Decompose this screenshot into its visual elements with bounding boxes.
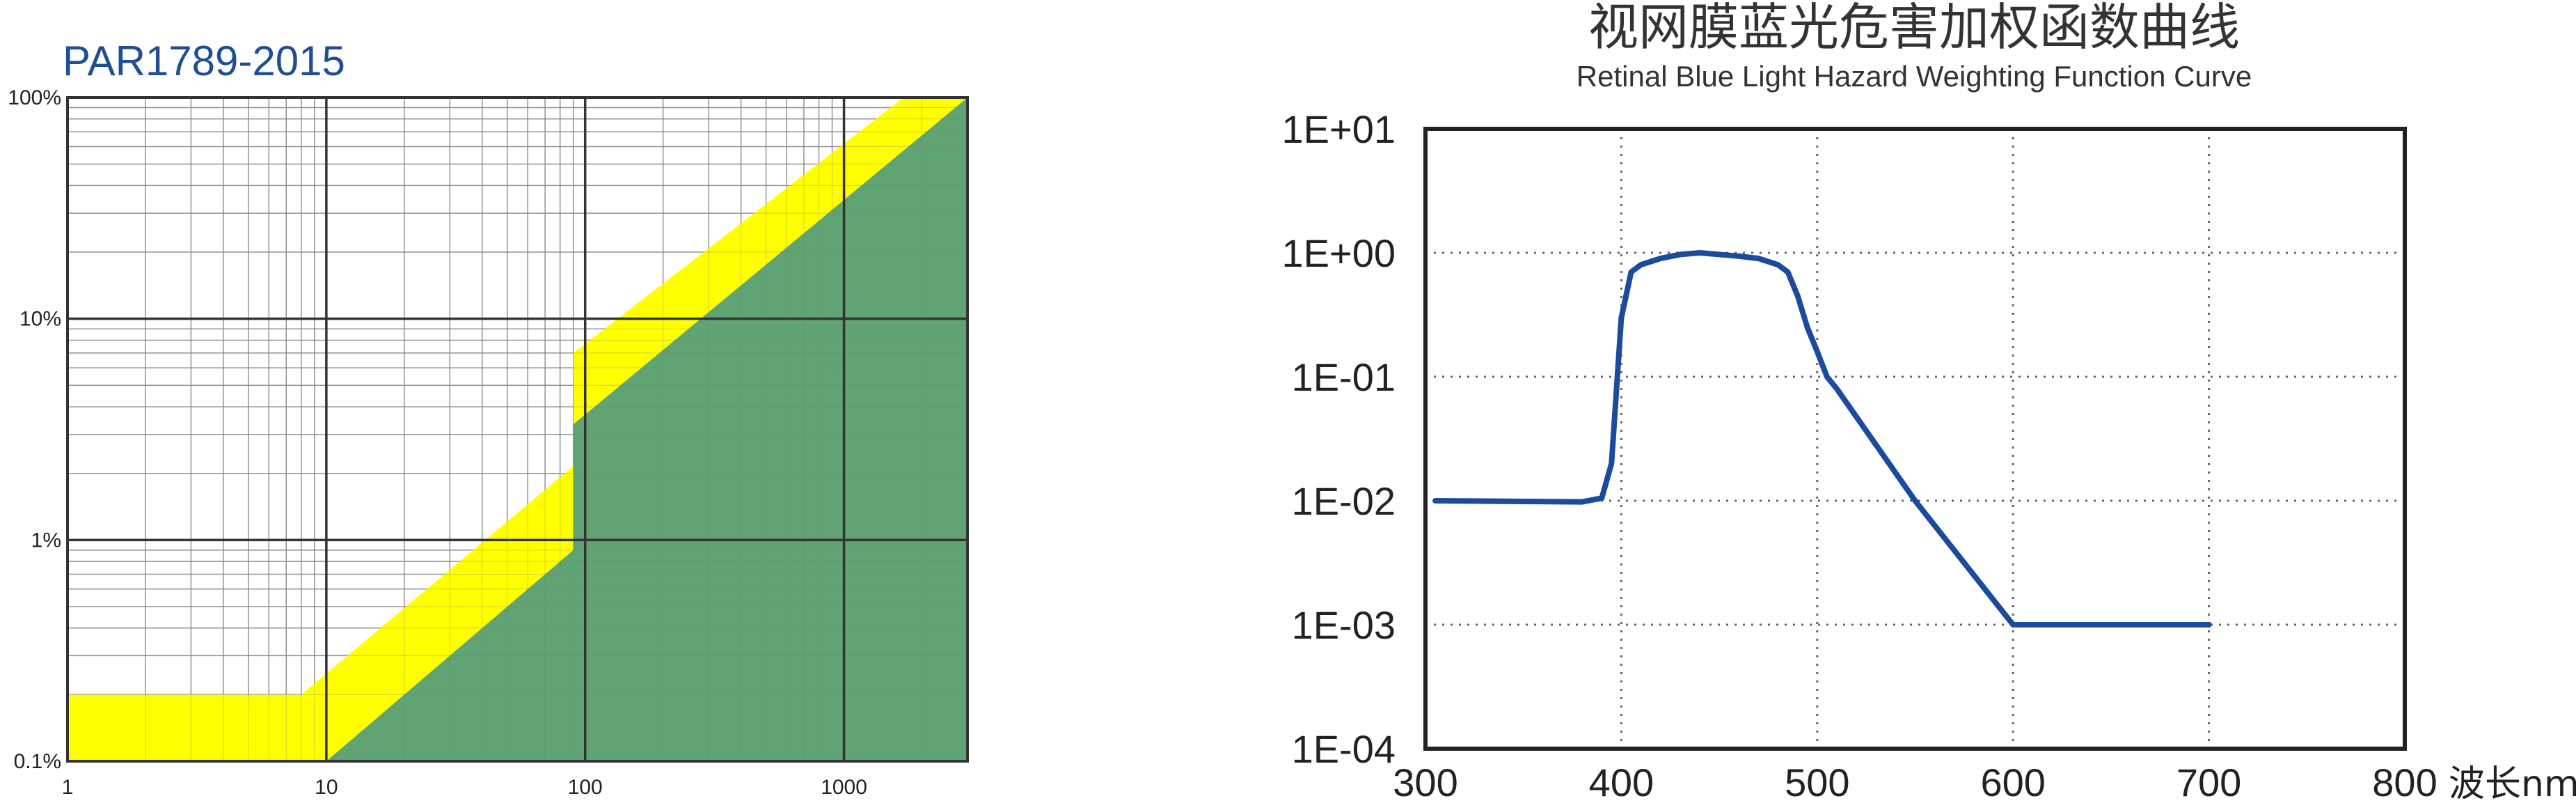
right-chart-title: 视网膜蓝光危害加权函数曲线 [1588,0,2240,56]
x-tick-label: 100 [568,776,603,799]
y-tick-label: 10% [19,308,61,331]
y-tick-label: 1% [31,529,61,552]
left-chart-title: PAR1789-2015 [63,38,345,84]
y-tick-label: 1E-02 [1292,479,1396,523]
x-tick-label: 300 [1393,761,1457,803]
x-tick-label: 400 [1589,761,1654,803]
y-tick-label: 1E+00 [1282,231,1396,275]
y-tick-label: 1E-01 [1292,355,1396,399]
x-tick-label: 800 [2372,761,2437,803]
y-tick-label: 1E-04 [1292,727,1396,771]
right-plot-frame [1423,127,2407,751]
right-chart-subtitle: Retinal Blue Light Hazard Weighting Func… [1577,60,2252,93]
right-dotted-grid [1425,129,2405,749]
hazard-weighting-line [1432,250,2212,627]
x-tick-label: 1000 [821,776,867,799]
left-chart: 1 10 100 1000 0.1% 1% 10% 100% [8,86,969,799]
left-plot-frame [66,96,969,763]
x-tick-label: 1 [62,776,74,799]
x-tick-label: 500 [1785,761,1849,803]
green-region [326,98,967,761]
y-tick-label: 1E+01 [1282,107,1396,151]
x-axis-unit-label: 波长nm [2449,763,2576,803]
y-tick-label: 0.1% [14,750,61,773]
y-tick-label: 100% [8,86,61,109]
x-tick-label: 700 [2176,761,2241,803]
yellow-region [68,98,967,761]
x-tick-label: 10 [315,776,338,799]
y-tick-label: 1E-03 [1292,603,1396,647]
x-tick-label: 600 [1980,761,2045,803]
